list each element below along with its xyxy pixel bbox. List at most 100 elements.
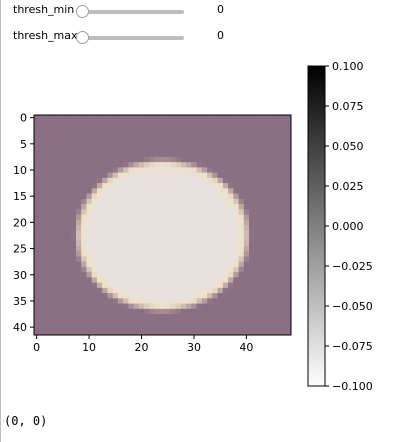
image-pixel	[212, 314, 219, 320]
image-pixel	[217, 177, 224, 184]
image-pixel	[249, 308, 255, 315]
thresh-min-handle[interactable]	[76, 5, 89, 18]
image-pixel	[196, 308, 203, 315]
image-pixel	[280, 256, 287, 263]
image-pixel	[207, 167, 213, 174]
image-pixel	[138, 287, 145, 294]
image-pixel	[180, 240, 187, 247]
image-pixel	[65, 277, 72, 284]
image-pixel	[254, 120, 261, 126]
image-pixel	[81, 214, 87, 221]
image-pixel	[201, 240, 208, 247]
image-pixel	[207, 282, 213, 289]
image-pixel	[159, 256, 166, 263]
image-pixel	[123, 293, 129, 299]
image-pixel	[228, 193, 234, 200]
thresh-max-slider[interactable]: thresh_max 0	[0, 27, 260, 47]
image-pixel	[86, 230, 93, 236]
image-pixel	[249, 314, 255, 320]
image-pixel	[159, 319, 166, 326]
image-pixel	[39, 120, 45, 126]
thresh-min-slider[interactable]: thresh_min 0	[0, 1, 260, 21]
image-pixel	[60, 329, 66, 336]
image-pixel	[54, 141, 61, 147]
image-pixel	[275, 308, 282, 315]
image-pixel	[75, 298, 82, 305]
image-pixel	[86, 235, 93, 242]
image-pixel	[207, 219, 213, 226]
thresh-min-track[interactable]	[82, 10, 184, 14]
image-pixel	[128, 225, 135, 231]
image-pixel	[154, 209, 161, 216]
image-pixel	[170, 251, 177, 257]
image-pixel	[165, 225, 171, 231]
image-pixel	[165, 314, 171, 320]
image-pixel	[133, 172, 140, 179]
image-pixel	[112, 120, 119, 126]
image-pixel	[222, 115, 229, 121]
image-pixel	[285, 298, 292, 305]
image-pixel	[91, 324, 98, 331]
image-pixel	[228, 272, 234, 278]
image-pixel	[270, 329, 276, 336]
image-pixel	[154, 172, 161, 179]
image-pixel	[222, 219, 229, 226]
image-pixel	[81, 314, 87, 320]
image-pixel	[70, 188, 77, 195]
image-pixel	[65, 156, 72, 163]
image-pixel	[133, 298, 140, 305]
image-pixel	[86, 256, 93, 263]
image-pixel	[254, 193, 261, 200]
image-pixel	[270, 120, 276, 126]
image-pixel	[159, 193, 166, 200]
image-pixel	[54, 314, 61, 320]
image-pixel	[275, 272, 282, 278]
image-pixel	[238, 240, 245, 247]
image-pixel	[165, 177, 171, 184]
image-pixel	[39, 266, 45, 273]
image-pixel	[191, 251, 198, 257]
image-pixel	[34, 282, 40, 289]
image-pixel	[128, 115, 135, 121]
image-pixel	[186, 277, 192, 284]
image-pixel	[96, 293, 103, 299]
image-pixel	[138, 240, 145, 247]
image-pixel	[96, 235, 103, 242]
axes-frame	[33, 114, 292, 336]
image-pixel	[249, 272, 255, 278]
thresh-max-handle[interactable]	[76, 31, 89, 44]
image-pixel	[254, 230, 261, 236]
image-pixel	[280, 272, 287, 278]
image-pixel	[196, 256, 203, 263]
image-pixel	[270, 261, 276, 268]
image-pixel	[117, 293, 124, 299]
image-pixel	[159, 314, 166, 320]
image-pixel	[212, 230, 219, 236]
image-pixel	[212, 235, 219, 242]
image-pixel	[217, 198, 224, 205]
image-pixel	[249, 151, 255, 158]
image-pixel	[228, 314, 234, 320]
image-pixel	[138, 156, 145, 163]
image-pixel	[34, 329, 40, 336]
image-pixel	[144, 198, 150, 205]
image-pixel	[144, 130, 150, 137]
image-pixel	[149, 303, 156, 310]
image-pixel	[222, 177, 229, 184]
image-pixel	[102, 277, 108, 284]
image-pixel	[259, 303, 266, 310]
image-pixel	[96, 125, 103, 132]
image-pixel	[243, 151, 250, 158]
image-pixel	[191, 230, 198, 236]
image-pixel	[259, 272, 266, 278]
image-pixel	[165, 256, 171, 263]
image-pixel	[44, 319, 51, 326]
image-pixel	[180, 272, 187, 278]
image-pixel	[165, 120, 171, 126]
image-pixel	[86, 125, 93, 132]
image-pixel	[133, 214, 140, 221]
image-pixel	[117, 287, 124, 294]
image-pixel	[254, 219, 261, 226]
thresh-max-track[interactable]	[82, 36, 184, 40]
image-pixel	[112, 167, 119, 174]
